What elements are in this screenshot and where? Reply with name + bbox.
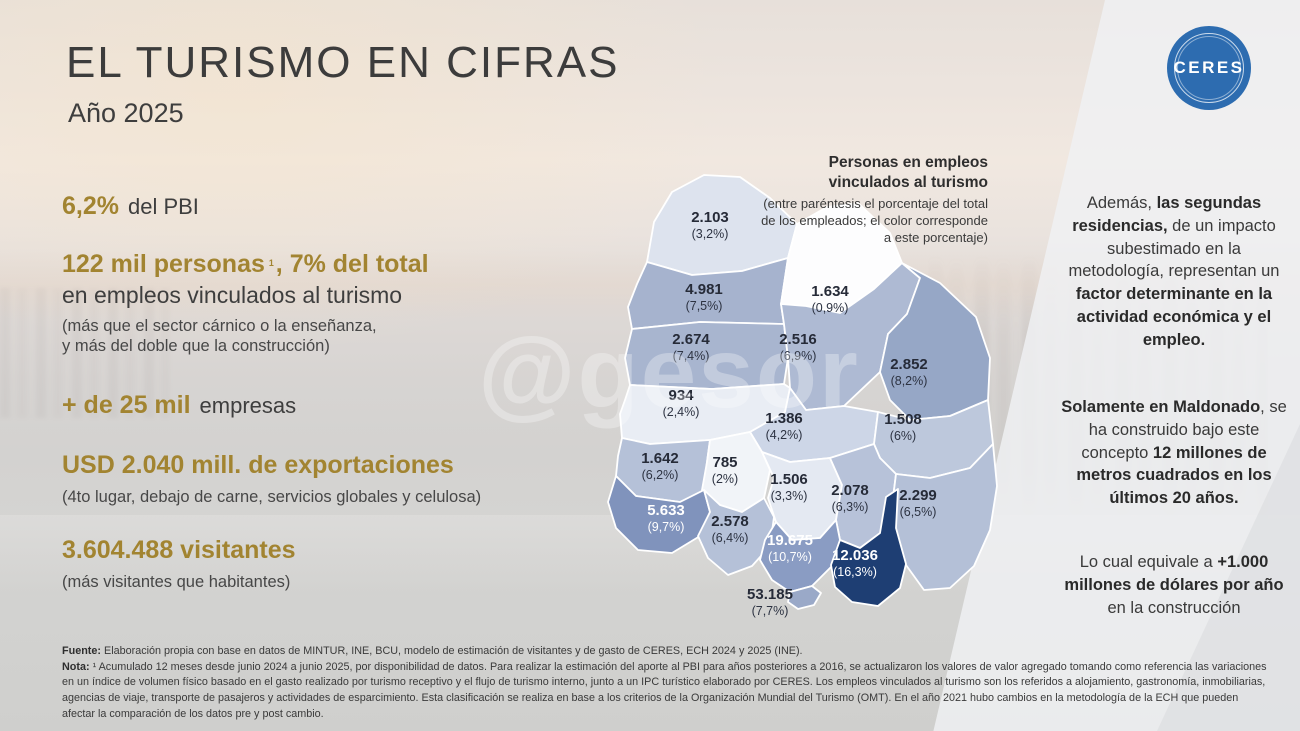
- map-label-pct-rivera: (0,9%): [812, 301, 849, 315]
- map-label-value-rocha: 2.299: [899, 487, 937, 504]
- map-label-value-durazno: 1.386: [765, 410, 803, 427]
- stat-visitantes-value: 3.604.488 visitantes: [62, 536, 296, 564]
- stat-empleo-line2: en empleos vinculados al turismo: [62, 282, 403, 308]
- p1-bold-2: factor determinante en la actividad econ…: [1075, 285, 1273, 349]
- p1-text: Además,: [1086, 194, 1157, 212]
- stat-pbi: 6,2% del PBI: [62, 192, 199, 221]
- map-label-pct-flores: (2%): [712, 472, 738, 486]
- map-region-maldonado: [830, 488, 907, 607]
- p2-bold-2: 12 millones de metros cuadrados en los ú…: [1076, 443, 1272, 508]
- map-label-pct-paysandu: (7,4%): [673, 349, 710, 363]
- p3-text: Lo cual equivale a: [1079, 553, 1218, 571]
- map-label-pct-cerro-largo: (8,2%): [891, 374, 928, 388]
- map-legend-header: Personas en empleos vinculados al turism…: [758, 153, 988, 246]
- uruguay-choropleth-map: 2.103 (3,2%) 4.981 (7,5%) 1.634 (0,9%) 2.674 (7…: [592, 162, 1012, 632]
- title-block: EL TURISMO EN CIFRAS Año 2025: [66, 38, 619, 129]
- map-region-montevideo: [787, 585, 822, 610]
- map-label-pct-soriano: (6,2%): [642, 468, 679, 482]
- map-label-pct-artigas: (3,2%): [692, 227, 729, 241]
- footer-note-label: Nota:: [62, 660, 90, 673]
- footer-notes: Fuente: Elaboración propia con base en d…: [62, 644, 1268, 722]
- map-label-pct-rio-negro: (2,4%): [663, 405, 700, 419]
- stat-pbi-value: 6,2%: [62, 192, 119, 220]
- stat-exportaciones-note: (4to lugar, debajo de carne, servicios g…: [62, 488, 482, 506]
- map-label-value-treinta-y-tres: 1.508: [884, 411, 922, 428]
- map-label-value-rio-negro: 934: [668, 387, 694, 404]
- stat-empleo-part2: , 7% del total: [275, 250, 429, 278]
- page-subtitle: Año 2025: [68, 98, 184, 128]
- map-label-value-maldonado: 12.036: [832, 547, 878, 564]
- map-label-pct-maldonado: (16,3%): [833, 565, 877, 579]
- map-label-pct-colonia: (9,7%): [648, 520, 685, 534]
- right-paragraph-construccion: Lo cual equivale a +1.000 millones de dó…: [1058, 551, 1290, 619]
- p1-bold-1: las segundas residencias,: [1072, 194, 1262, 235]
- map-legend-title: Personas en empleos vinculados al turism…: [828, 154, 988, 191]
- map-label-value-cerro-largo: 2.852: [890, 356, 928, 373]
- stat-empleo: 122 mil personas 1, 7% del total en emple…: [62, 250, 429, 356]
- p2-bold-1: Solamente en Maldonado: [1061, 398, 1261, 416]
- map-label-pct-durazno: (4,2%): [766, 428, 803, 442]
- p3-text-2: en la construcción: [1107, 598, 1241, 617]
- page-title: EL TURISMO EN CIFRAS: [66, 38, 620, 87]
- p1-text-2: de un impacto subestimado en la metodolo…: [1068, 216, 1280, 281]
- map-label-pct-lavalleja: (6,3%): [832, 500, 869, 514]
- stat-empleo-part1: 122 mil personas: [62, 250, 265, 278]
- map-region-canelones: [759, 519, 841, 593]
- map-label-value-colonia: 5.633: [647, 502, 685, 519]
- map-label-pct-florida: (3,3%): [771, 489, 808, 503]
- ceres-logo-text: CERES: [1173, 58, 1245, 77]
- footer-source-text: Elaboración propia con base en datos de …: [101, 645, 803, 657]
- ceres-logo: CERES: [1167, 26, 1251, 110]
- stat-empleo-note: (más que el sector cárnico o la enseñanz…: [62, 317, 377, 356]
- map-label-value-salto: 4.981: [685, 281, 723, 298]
- stat-pbi-label: del PBI: [127, 194, 199, 219]
- map-label-value-paysandu: 2.674: [672, 331, 710, 348]
- map-label-value-canelones: 19.675: [767, 532, 813, 549]
- map-label-value-artigas: 2.103: [691, 209, 729, 226]
- uruguay-map-svg: 2.103(3,2%)4.981(7,5%)1.634(0,9%)2.674(7…: [607, 174, 998, 618]
- map-label-pct-montevideo: (7,7%): [752, 604, 789, 618]
- stat-empresas-value: + de 25 mil: [62, 391, 191, 419]
- map-label-value-montevideo: 53.185: [747, 586, 793, 603]
- stat-empresas-label: empresas: [199, 393, 297, 418]
- map-label-pct-tacuarembo: (6,9%): [780, 349, 817, 363]
- p2-text: , se ha construido bajo este concepto: [1081, 398, 1287, 462]
- stat-empresas: + de 25 mil empresas: [62, 391, 296, 420]
- footer-source-label: Fuente:: [62, 645, 101, 657]
- map-label-value-flores: 785: [712, 454, 737, 471]
- map-label-value-lavalleja: 2.078: [831, 482, 869, 499]
- stat-exportaciones-value: USD 2.040 mill. de exportaciones: [62, 451, 454, 479]
- background-skyline-left: [0, 288, 170, 418]
- map-label-pct-rocha: (6,5%): [900, 505, 937, 519]
- map-label-pct-treinta-y-tres: (6%): [890, 429, 916, 443]
- map-label-pct-san-jose: (6,4%): [712, 531, 749, 545]
- map-label-value-san-jose: 2.578: [711, 513, 749, 530]
- map-label-pct-canelones: (10,7%): [768, 550, 812, 564]
- p3-bold-1: +1.000 millones de dólares por año: [1064, 553, 1284, 594]
- map-label-value-soriano: 1.642: [641, 450, 679, 467]
- footer-note-line: Nota: ¹ Acumulado 12 meses desde junio 2…: [62, 660, 1268, 723]
- footer-note-text: ¹ Acumulado 12 meses desde junio 2024 a …: [62, 660, 1267, 720]
- right-paragraph-maldonado: Solamente en Maldonado, se ha construido…: [1058, 396, 1290, 510]
- stat-exportaciones: USD 2.040 mill. de exportaciones (4to lu…: [62, 451, 481, 507]
- stat-visitantes-note: (más visitantes que habitantes): [62, 573, 291, 591]
- map-label-value-tacuarembo: 2.516: [779, 331, 817, 348]
- map-legend-subtitle: (entre paréntesis el porcentaje del tota…: [761, 195, 988, 245]
- footer-source-line: Fuente: Elaboración propia con base en d…: [62, 644, 1268, 660]
- map-label-pct-salto: (7,5%): [686, 299, 723, 313]
- right-paragraph-residencias: Además, las segundas residencias, de un …: [1058, 192, 1290, 351]
- map-label-value-rivera: 1.634: [811, 283, 849, 300]
- stat-empleo-footnote-marker: 1: [268, 257, 274, 268]
- map-label-value-florida: 1.506: [770, 471, 808, 488]
- stat-visitantes: 3.604.488 visitantes (más visitantes que…: [62, 536, 296, 592]
